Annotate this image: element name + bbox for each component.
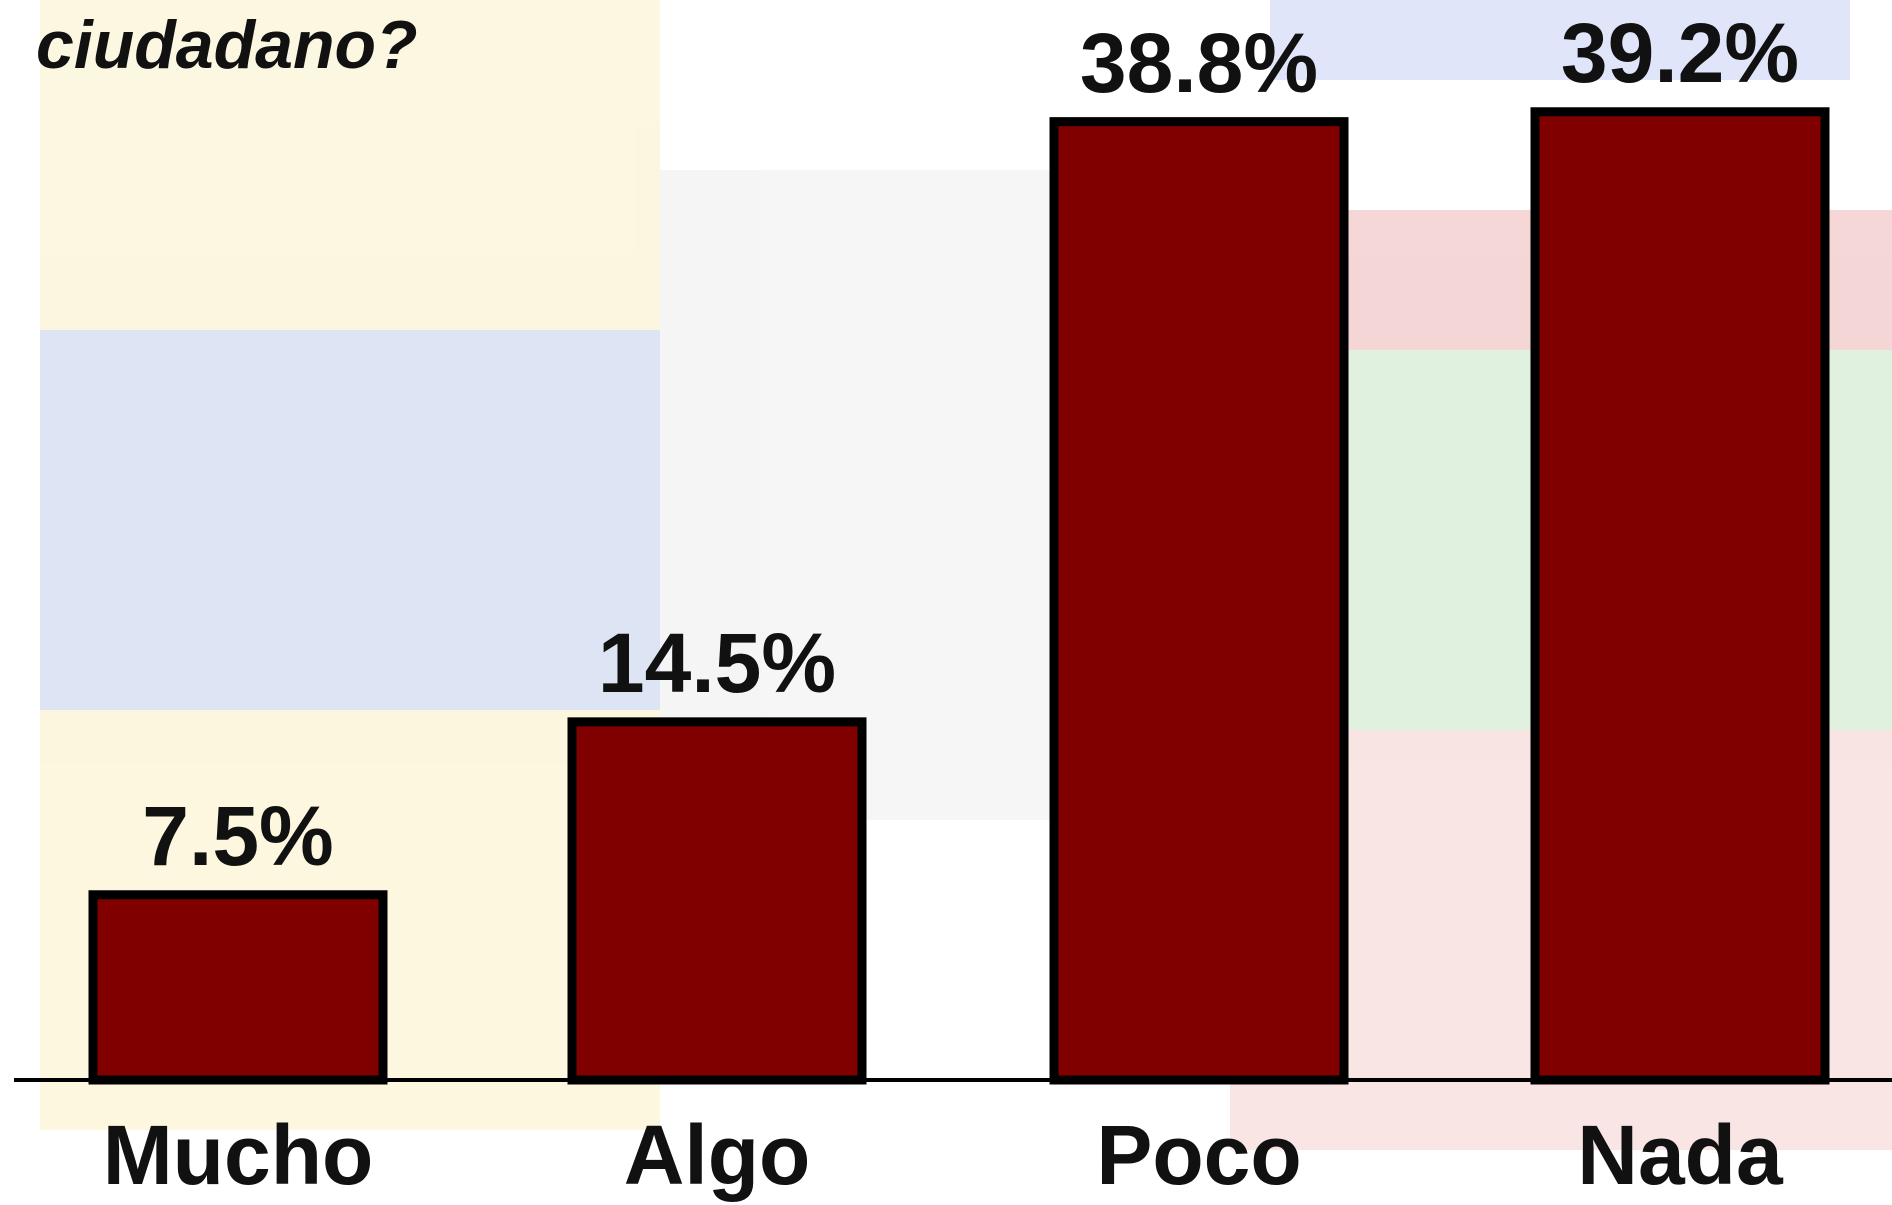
chart-title: ciudadano?	[36, 7, 418, 83]
value-label: 39.2%	[1561, 6, 1799, 100]
value-label: 14.5%	[598, 616, 836, 710]
bar	[1535, 112, 1825, 1080]
bar	[93, 895, 383, 1080]
x-tick-label: Nada	[1577, 1108, 1784, 1202]
x-tick-label: Poco	[1096, 1108, 1301, 1202]
background-panel	[40, 330, 660, 710]
bar	[1054, 122, 1344, 1080]
page: {"chart_data": {"type": "bar", "title": …	[0, 0, 1892, 1205]
x-tick-label: Algo	[624, 1108, 811, 1202]
chart: ciudadano? 7.5% Mucho 14.5% Algo 38.8% Poco 39…	[0, 0, 1892, 1205]
x-tick-label: Mucho	[103, 1108, 374, 1202]
value-label: 38.8%	[1080, 16, 1318, 110]
bar	[572, 722, 862, 1080]
value-label: 7.5%	[142, 789, 333, 883]
